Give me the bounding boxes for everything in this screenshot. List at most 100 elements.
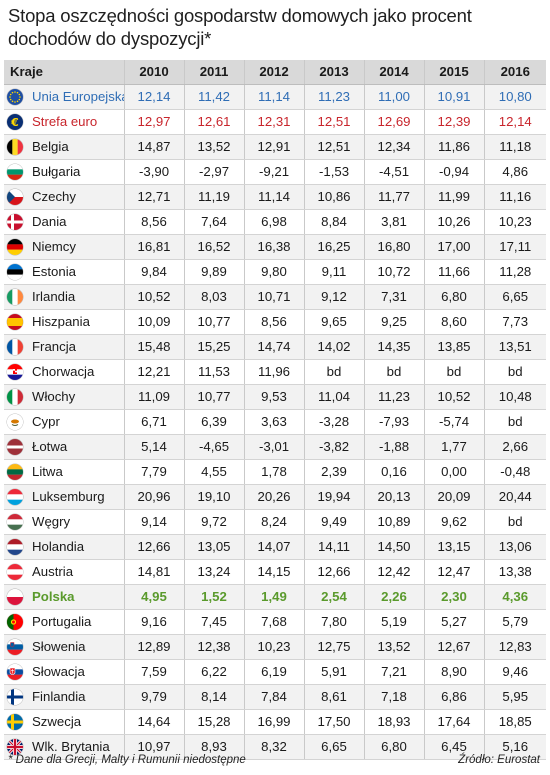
value-cell: 11,23: [304, 84, 365, 110]
value-cell: 7,31: [364, 284, 425, 310]
value-cell: 12,97: [124, 109, 185, 135]
flag-dk-icon: [7, 213, 23, 230]
table-row: Finlandia 9,79 8,14 7,84 8,61 7,18 6,86 5,95: [4, 684, 546, 710]
flag-gb-icon: [7, 738, 23, 755]
value-cell: 8,61: [304, 684, 365, 710]
flag-pl-icon: [7, 588, 23, 605]
value-cell: 12,71: [124, 184, 185, 210]
value-cell: 7,45: [184, 609, 245, 635]
value-cell: -7,93: [364, 409, 425, 435]
value-cell: 12,75: [304, 634, 365, 660]
country-cell: Portugalia: [4, 609, 125, 635]
country-cell: Szwecja: [4, 709, 125, 735]
table-row: Francja 15,48 15,25 14,74 14,02 14,35 13,85 13,…: [4, 334, 546, 360]
country-cell: Estonia: [4, 259, 125, 285]
country-cell: Holandia: [4, 534, 125, 560]
value-cell: -1,88: [364, 434, 425, 460]
value-cell: 13,51: [484, 334, 546, 360]
country-cell: Polska: [4, 584, 125, 610]
value-cell: 1,49: [244, 584, 305, 610]
value-cell: 11,09: [124, 384, 185, 410]
value-cell: 4,95: [124, 584, 185, 610]
country-name: Czechy: [32, 189, 76, 204]
value-cell: 6,22: [184, 659, 245, 685]
value-cell: 9,62: [424, 509, 485, 535]
value-cell: 14,81: [124, 559, 185, 585]
value-cell: 14,35: [364, 334, 425, 360]
country-cell: Słowacja: [4, 659, 125, 685]
flag-si-icon: [7, 638, 23, 655]
country-name: Holandia: [32, 539, 85, 554]
value-cell: -4,65: [184, 434, 245, 460]
value-cell: 12,51: [304, 109, 365, 135]
value-cell: 8,60: [424, 309, 485, 335]
table-row: Polska 4,95 1,52 1,49 2,54 2,26 2,30 4,36: [4, 584, 546, 610]
flag-be-icon: [7, 138, 23, 155]
value-cell: -1,53: [304, 159, 365, 185]
value-cell: 7,59: [124, 659, 185, 685]
value-cell: 10,72: [364, 259, 425, 285]
flag-fr-icon: [7, 338, 23, 355]
country-name: Belgia: [32, 139, 69, 154]
value-cell: 13,06: [484, 534, 546, 560]
value-cell: 6,65: [484, 284, 546, 310]
svg-text:€: €: [10, 116, 19, 129]
value-cell: 18,85: [484, 709, 546, 735]
column-header: 2011: [184, 60, 245, 85]
value-cell: 5,27: [424, 609, 485, 635]
value-cell: 18,93: [364, 709, 425, 735]
country-name: Austria: [32, 564, 74, 579]
value-cell: 16,38: [244, 234, 305, 260]
country-name: Dania: [32, 214, 67, 229]
country-cell: Luksemburg: [4, 484, 125, 510]
flag-de-icon: [7, 238, 23, 255]
value-cell: 15,25: [184, 334, 245, 360]
table-row: Cypr 6,71 6,39 3,63 -3,28 -7,93 -5,74 bd: [4, 409, 546, 435]
flag-cy-icon: [7, 413, 23, 430]
value-cell: 6,80: [364, 734, 425, 760]
country-cell: Irlandia: [4, 284, 125, 310]
value-cell: 14,02: [304, 334, 365, 360]
eu-flag-icon: [7, 88, 23, 105]
flag-ie-icon: [7, 288, 23, 305]
value-cell: 14,11: [304, 534, 365, 560]
value-cell: 12,66: [124, 534, 185, 560]
value-cell: 8,93: [184, 734, 245, 760]
country-name: Słowacja: [32, 664, 85, 679]
value-cell: 10,26: [424, 209, 485, 235]
value-cell: 12,83: [484, 634, 546, 660]
value-cell: 12,69: [364, 109, 425, 135]
value-cell: 10,89: [364, 509, 425, 535]
value-cell: 7,79: [124, 459, 185, 485]
country-cell: Włochy: [4, 384, 125, 410]
value-cell: bd: [304, 359, 365, 385]
country-name: Łotwa: [32, 439, 68, 454]
value-cell: 3,63: [244, 409, 305, 435]
value-cell: 16,52: [184, 234, 245, 260]
column-header: Kraje: [4, 60, 125, 85]
value-cell: 16,81: [124, 234, 185, 260]
value-cell: 2,66: [484, 434, 546, 460]
country-name: Szwecja: [32, 714, 82, 729]
value-cell: bd: [484, 409, 546, 435]
value-cell: 12,21: [124, 359, 185, 385]
value-cell: 12,67: [424, 634, 485, 660]
value-cell: 12,47: [424, 559, 485, 585]
country-cell: Unia Europejska: [4, 84, 125, 110]
value-cell: 4,36: [484, 584, 546, 610]
value-cell: 11,28: [484, 259, 546, 285]
column-header: 2015: [424, 60, 485, 85]
value-cell: 10,09: [124, 309, 185, 335]
value-cell: 10,91: [424, 84, 485, 110]
value-cell: 6,19: [244, 659, 305, 685]
value-cell: 11,99: [424, 184, 485, 210]
value-cell: 13,24: [184, 559, 245, 585]
flag-es-icon: [7, 313, 23, 330]
value-cell: 8,56: [244, 309, 305, 335]
value-cell: 8,24: [244, 509, 305, 535]
euro-icon: €: [7, 113, 23, 130]
value-cell: -4,51: [364, 159, 425, 185]
table-row: Chorwacja 12,21 11,53 11,96 bd bd bd bd: [4, 359, 546, 385]
value-cell: 9,49: [304, 509, 365, 535]
value-cell: 12,39: [424, 109, 485, 135]
